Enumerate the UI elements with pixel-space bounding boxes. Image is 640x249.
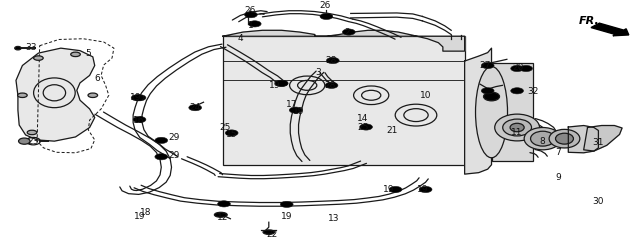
Ellipse shape (155, 154, 168, 160)
Ellipse shape (510, 123, 524, 132)
Ellipse shape (389, 187, 402, 192)
Ellipse shape (133, 117, 146, 123)
Text: 18: 18 (140, 208, 152, 217)
Text: 19: 19 (293, 107, 305, 116)
Ellipse shape (484, 92, 499, 101)
Ellipse shape (325, 82, 338, 88)
Text: 31: 31 (593, 138, 604, 147)
Text: 3: 3 (316, 68, 321, 77)
Text: 20: 20 (513, 63, 524, 72)
Ellipse shape (549, 129, 580, 148)
Bar (223, 36, 465, 165)
Text: 24: 24 (189, 103, 201, 112)
Text: 6: 6 (95, 74, 100, 83)
Text: 9: 9 (556, 173, 561, 182)
Text: 4: 4 (237, 34, 243, 43)
Ellipse shape (88, 93, 98, 98)
Text: 26: 26 (319, 1, 331, 10)
Ellipse shape (556, 133, 573, 144)
Ellipse shape (481, 62, 494, 69)
Ellipse shape (225, 130, 238, 136)
Ellipse shape (481, 88, 494, 94)
Text: 5: 5 (86, 49, 91, 58)
Ellipse shape (189, 105, 202, 111)
Text: 28: 28 (324, 81, 335, 90)
Text: 7: 7 (556, 148, 561, 157)
Ellipse shape (280, 201, 293, 207)
Ellipse shape (218, 201, 230, 207)
Text: 29: 29 (168, 133, 180, 142)
Text: 30: 30 (593, 197, 604, 206)
Ellipse shape (70, 52, 81, 57)
Polygon shape (465, 48, 492, 174)
Text: 19: 19 (130, 93, 141, 102)
Ellipse shape (155, 137, 168, 143)
Text: 1: 1 (248, 21, 253, 30)
Ellipse shape (320, 13, 333, 19)
Ellipse shape (248, 21, 261, 27)
Ellipse shape (520, 65, 532, 72)
FancyArrow shape (591, 23, 628, 36)
Text: 13: 13 (328, 214, 340, 223)
Ellipse shape (495, 114, 540, 141)
Text: 22: 22 (266, 230, 278, 239)
Ellipse shape (133, 95, 146, 101)
Ellipse shape (18, 93, 28, 98)
Polygon shape (584, 125, 622, 151)
Text: 19: 19 (383, 186, 395, 194)
Ellipse shape (244, 12, 257, 18)
Ellipse shape (289, 107, 302, 113)
Polygon shape (223, 30, 465, 51)
Bar (492, 63, 533, 161)
Ellipse shape (19, 138, 30, 144)
Ellipse shape (503, 119, 531, 136)
Ellipse shape (531, 131, 555, 146)
Text: 33: 33 (25, 43, 36, 52)
Ellipse shape (275, 80, 288, 86)
Ellipse shape (360, 124, 372, 130)
Text: 26: 26 (244, 6, 255, 15)
Text: 19: 19 (269, 81, 281, 90)
Polygon shape (16, 48, 95, 141)
Text: 19: 19 (281, 212, 292, 221)
Ellipse shape (419, 187, 432, 192)
Ellipse shape (131, 95, 144, 101)
Text: 19: 19 (417, 186, 428, 194)
Ellipse shape (476, 66, 508, 158)
Ellipse shape (263, 230, 275, 234)
Ellipse shape (524, 127, 561, 150)
Ellipse shape (15, 46, 21, 50)
Text: 15: 15 (226, 130, 237, 139)
Text: 32: 32 (527, 87, 538, 96)
Text: 14: 14 (357, 114, 369, 123)
Polygon shape (568, 125, 598, 153)
Ellipse shape (34, 56, 43, 60)
Ellipse shape (511, 88, 524, 94)
Ellipse shape (326, 58, 339, 64)
Text: 25: 25 (358, 123, 369, 132)
Text: 21: 21 (386, 126, 397, 135)
Text: 28: 28 (326, 56, 337, 64)
Text: 16: 16 (133, 116, 145, 124)
Text: 19: 19 (134, 212, 145, 221)
Text: 12: 12 (217, 213, 228, 222)
Text: 17: 17 (286, 100, 298, 109)
Text: 11: 11 (511, 128, 523, 137)
Text: 10: 10 (420, 91, 431, 100)
Ellipse shape (27, 130, 36, 135)
Text: 25: 25 (220, 123, 231, 132)
Text: 29: 29 (168, 151, 180, 160)
Text: 8: 8 (540, 137, 545, 146)
Text: FR.: FR. (579, 16, 600, 26)
Text: 2: 2 (345, 28, 350, 37)
Ellipse shape (214, 212, 227, 217)
Ellipse shape (511, 65, 524, 72)
Ellipse shape (342, 29, 355, 35)
Text: 27: 27 (479, 61, 491, 69)
Text: 23: 23 (28, 137, 39, 146)
Ellipse shape (275, 80, 288, 86)
